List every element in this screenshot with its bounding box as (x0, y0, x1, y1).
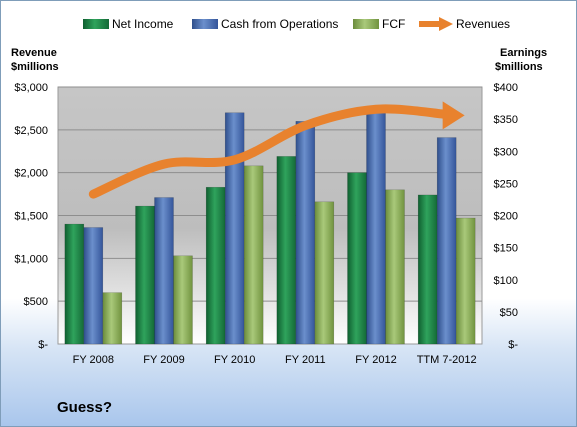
bar-fcf (385, 189, 405, 345)
right-tick-label: $- (508, 339, 518, 351)
right-axis-title-line2: $millions (495, 61, 543, 73)
legend-label-revenues: Revenues (456, 17, 510, 31)
category-label: FY 2012 (355, 354, 396, 366)
legend-label-cash-from-operations: Cash from Operations (221, 17, 338, 31)
bar-net-income (276, 156, 297, 345)
left-tick-label: $500 (24, 296, 48, 308)
bar-fcf (243, 165, 264, 345)
right-tick-label: $150 (494, 243, 518, 255)
right-tick-label: $50 (500, 307, 518, 319)
chart-footnote: Guess? (57, 399, 113, 416)
legend: Net Income Cash from Operations FCF Reve… (83, 17, 510, 31)
left-axis-title-line2: $millions (11, 61, 59, 73)
category-label: FY 2010 (214, 354, 255, 366)
bar-cash-from-operations (154, 197, 174, 345)
bar-fcf (314, 201, 335, 345)
legend-swatch-cash-from-operations (192, 19, 218, 29)
right-tick-label: $400 (494, 82, 518, 94)
left-axis-ticks: $- $500 $1,000 $1,500 $2,000 $2,500 $3,000 (14, 82, 48, 351)
category-label: FY 2009 (143, 354, 184, 366)
bar-cash-from-operations (83, 227, 104, 345)
legend-label-net-income: Net Income (112, 17, 174, 31)
category-label: TTM 7-2012 (417, 354, 477, 366)
revenue-line-arrowhead (442, 101, 465, 130)
bar-net-income (205, 186, 226, 345)
bar-net-income (135, 205, 155, 345)
left-tick-label: $- (38, 339, 48, 351)
right-tick-label: $100 (494, 275, 518, 287)
category-label: FY 2011 (285, 354, 326, 366)
legend-swatch-net-income (83, 19, 109, 29)
left-tick-label: $1,500 (14, 211, 48, 223)
bar-cash-from-operations (436, 137, 457, 345)
legend-swatch-fcf (353, 19, 379, 29)
bar-fcf (455, 217, 476, 345)
legend-label-fcf: FCF (382, 17, 405, 31)
revenue-line (88, 101, 465, 199)
bar-cash-from-operations (224, 112, 245, 345)
bars (64, 107, 476, 345)
left-tick-label: $3,000 (14, 82, 48, 94)
right-tick-label: $250 (494, 178, 518, 190)
bar-cash-from-operations (295, 121, 316, 345)
revenue-line-path (88, 104, 452, 199)
bar-fcf (173, 255, 193, 345)
left-tick-label: $2,000 (14, 168, 48, 180)
category-label: FY 2008 (73, 354, 114, 366)
bar-fcf (102, 292, 123, 345)
left-tick-label: $2,500 (14, 125, 48, 137)
gridlines (58, 86, 482, 302)
right-axis-ticks: $- $50 $100 $150 $200 $250 $300 $350 $400 (494, 82, 519, 351)
right-tick-label: $300 (494, 146, 518, 158)
left-axis-title-line1: Revenue (11, 47, 57, 59)
right-tick-label: $350 (494, 114, 518, 126)
bar-net-income (347, 172, 367, 345)
bar-cash-from-operations (366, 107, 386, 345)
right-axis-title-line1: Earnings (500, 47, 547, 59)
left-tick-label: $1,000 (14, 253, 48, 265)
bar-net-income (417, 194, 438, 345)
bar-net-income (64, 223, 85, 345)
category-labels: FY 2008 FY 2009 FY 2010 FY 2011 FY 2012 TTM 7… (73, 354, 477, 366)
legend-arrowhead-revenues (439, 17, 453, 31)
right-tick-label: $200 (494, 211, 518, 223)
